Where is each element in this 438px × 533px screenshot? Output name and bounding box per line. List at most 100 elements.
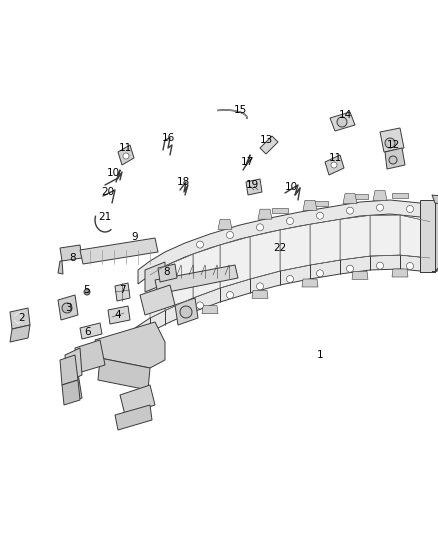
Text: 21: 21 (99, 212, 112, 222)
Text: 14: 14 (339, 110, 352, 120)
Polygon shape (370, 215, 400, 256)
Circle shape (406, 262, 413, 270)
Circle shape (257, 224, 264, 231)
Text: 10: 10 (284, 182, 297, 192)
Polygon shape (138, 200, 435, 284)
Polygon shape (75, 373, 82, 400)
Circle shape (377, 204, 384, 211)
Circle shape (226, 231, 233, 238)
Polygon shape (340, 215, 370, 260)
Text: 16: 16 (161, 133, 175, 143)
Circle shape (377, 262, 384, 269)
Polygon shape (115, 405, 152, 430)
Text: 19: 19 (245, 180, 258, 190)
Polygon shape (435, 200, 438, 272)
Polygon shape (220, 237, 250, 288)
Polygon shape (202, 306, 218, 314)
Polygon shape (80, 238, 158, 264)
Text: 4: 4 (115, 310, 121, 320)
Polygon shape (193, 245, 220, 298)
Circle shape (197, 302, 204, 309)
Polygon shape (420, 203, 435, 272)
Circle shape (331, 162, 337, 168)
Polygon shape (58, 261, 63, 274)
Text: 18: 18 (177, 177, 190, 187)
Polygon shape (108, 306, 130, 324)
Polygon shape (258, 209, 272, 219)
Polygon shape (352, 271, 368, 279)
Circle shape (346, 265, 353, 272)
Text: 17: 17 (240, 157, 254, 167)
Polygon shape (115, 283, 130, 301)
Polygon shape (62, 380, 80, 405)
Polygon shape (165, 254, 193, 311)
Text: 10: 10 (106, 168, 120, 178)
Text: 5: 5 (84, 285, 90, 295)
Text: 6: 6 (85, 327, 91, 337)
Polygon shape (80, 323, 102, 339)
Circle shape (257, 283, 264, 290)
Polygon shape (400, 215, 430, 258)
Text: 8: 8 (164, 267, 170, 277)
Polygon shape (145, 262, 165, 292)
Text: 9: 9 (132, 232, 138, 242)
Circle shape (389, 156, 397, 164)
Polygon shape (135, 255, 430, 342)
Polygon shape (432, 195, 438, 205)
Polygon shape (60, 355, 78, 385)
Polygon shape (392, 269, 408, 277)
Text: 15: 15 (233, 105, 247, 115)
Polygon shape (246, 179, 262, 195)
Polygon shape (385, 148, 405, 169)
Polygon shape (10, 325, 30, 342)
Polygon shape (420, 200, 435, 272)
Circle shape (317, 212, 324, 219)
Polygon shape (58, 295, 78, 320)
Text: 8: 8 (70, 253, 76, 263)
Polygon shape (175, 298, 198, 325)
Polygon shape (10, 308, 30, 329)
Polygon shape (75, 340, 105, 373)
Text: 2: 2 (19, 313, 25, 323)
Polygon shape (303, 200, 317, 211)
Polygon shape (280, 224, 310, 271)
Polygon shape (330, 112, 355, 131)
Polygon shape (260, 136, 278, 154)
Polygon shape (343, 193, 357, 204)
Polygon shape (380, 128, 404, 152)
Polygon shape (98, 358, 150, 390)
Polygon shape (432, 260, 438, 272)
Text: 22: 22 (273, 243, 286, 253)
Polygon shape (155, 265, 238, 294)
Circle shape (286, 217, 293, 224)
Polygon shape (150, 266, 165, 318)
Circle shape (286, 276, 293, 282)
Text: 12: 12 (386, 140, 399, 150)
Polygon shape (302, 279, 318, 287)
Circle shape (346, 207, 353, 214)
Text: 20: 20 (102, 187, 115, 197)
Polygon shape (95, 322, 165, 368)
Circle shape (180, 306, 192, 318)
Circle shape (197, 241, 204, 248)
Polygon shape (272, 208, 288, 213)
Polygon shape (252, 290, 268, 298)
Text: 1: 1 (317, 350, 323, 360)
Polygon shape (310, 220, 340, 265)
Polygon shape (60, 245, 82, 261)
Polygon shape (352, 194, 368, 199)
Circle shape (84, 289, 90, 295)
Polygon shape (120, 385, 155, 415)
Circle shape (226, 292, 233, 298)
Circle shape (62, 303, 72, 313)
Text: 13: 13 (259, 135, 272, 145)
Polygon shape (140, 285, 175, 315)
Polygon shape (325, 155, 344, 175)
Text: 11: 11 (118, 143, 132, 153)
Text: 3: 3 (65, 303, 71, 313)
Circle shape (317, 270, 324, 277)
Polygon shape (250, 230, 280, 279)
Circle shape (385, 138, 395, 148)
Polygon shape (373, 191, 387, 200)
Polygon shape (65, 348, 82, 382)
